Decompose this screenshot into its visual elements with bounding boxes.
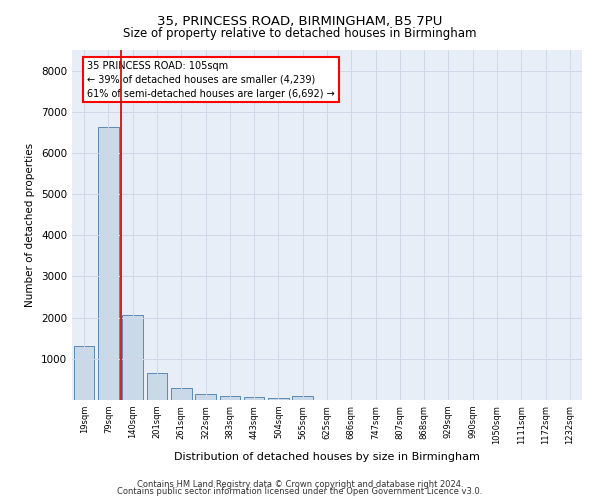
Bar	[146, 373, 167, 400]
Bar	[220, 396, 240, 400]
Bar	[292, 396, 313, 400]
Bar	[171, 388, 191, 400]
Text: Size of property relative to detached houses in Birmingham: Size of property relative to detached ho…	[123, 28, 477, 40]
Text: Contains HM Land Registry data © Crown copyright and database right 2024.: Contains HM Land Registry data © Crown c…	[137, 480, 463, 489]
Text: 35, PRINCESS ROAD, BIRMINGHAM, B5 7PU: 35, PRINCESS ROAD, BIRMINGHAM, B5 7PU	[157, 15, 443, 28]
Text: 35 PRINCESS ROAD: 105sqm
← 39% of detached houses are smaller (4,239)
61% of sem: 35 PRINCESS ROAD: 105sqm ← 39% of detach…	[88, 60, 335, 98]
Bar	[122, 315, 143, 400]
Bar	[195, 394, 216, 400]
Text: Contains public sector information licensed under the Open Government Licence v3: Contains public sector information licen…	[118, 488, 482, 496]
X-axis label: Distribution of detached houses by size in Birmingham: Distribution of detached houses by size …	[174, 452, 480, 462]
Bar	[244, 396, 265, 400]
Bar	[268, 398, 289, 400]
Y-axis label: Number of detached properties: Number of detached properties	[25, 143, 35, 307]
Bar	[98, 128, 119, 400]
Bar	[74, 346, 94, 400]
